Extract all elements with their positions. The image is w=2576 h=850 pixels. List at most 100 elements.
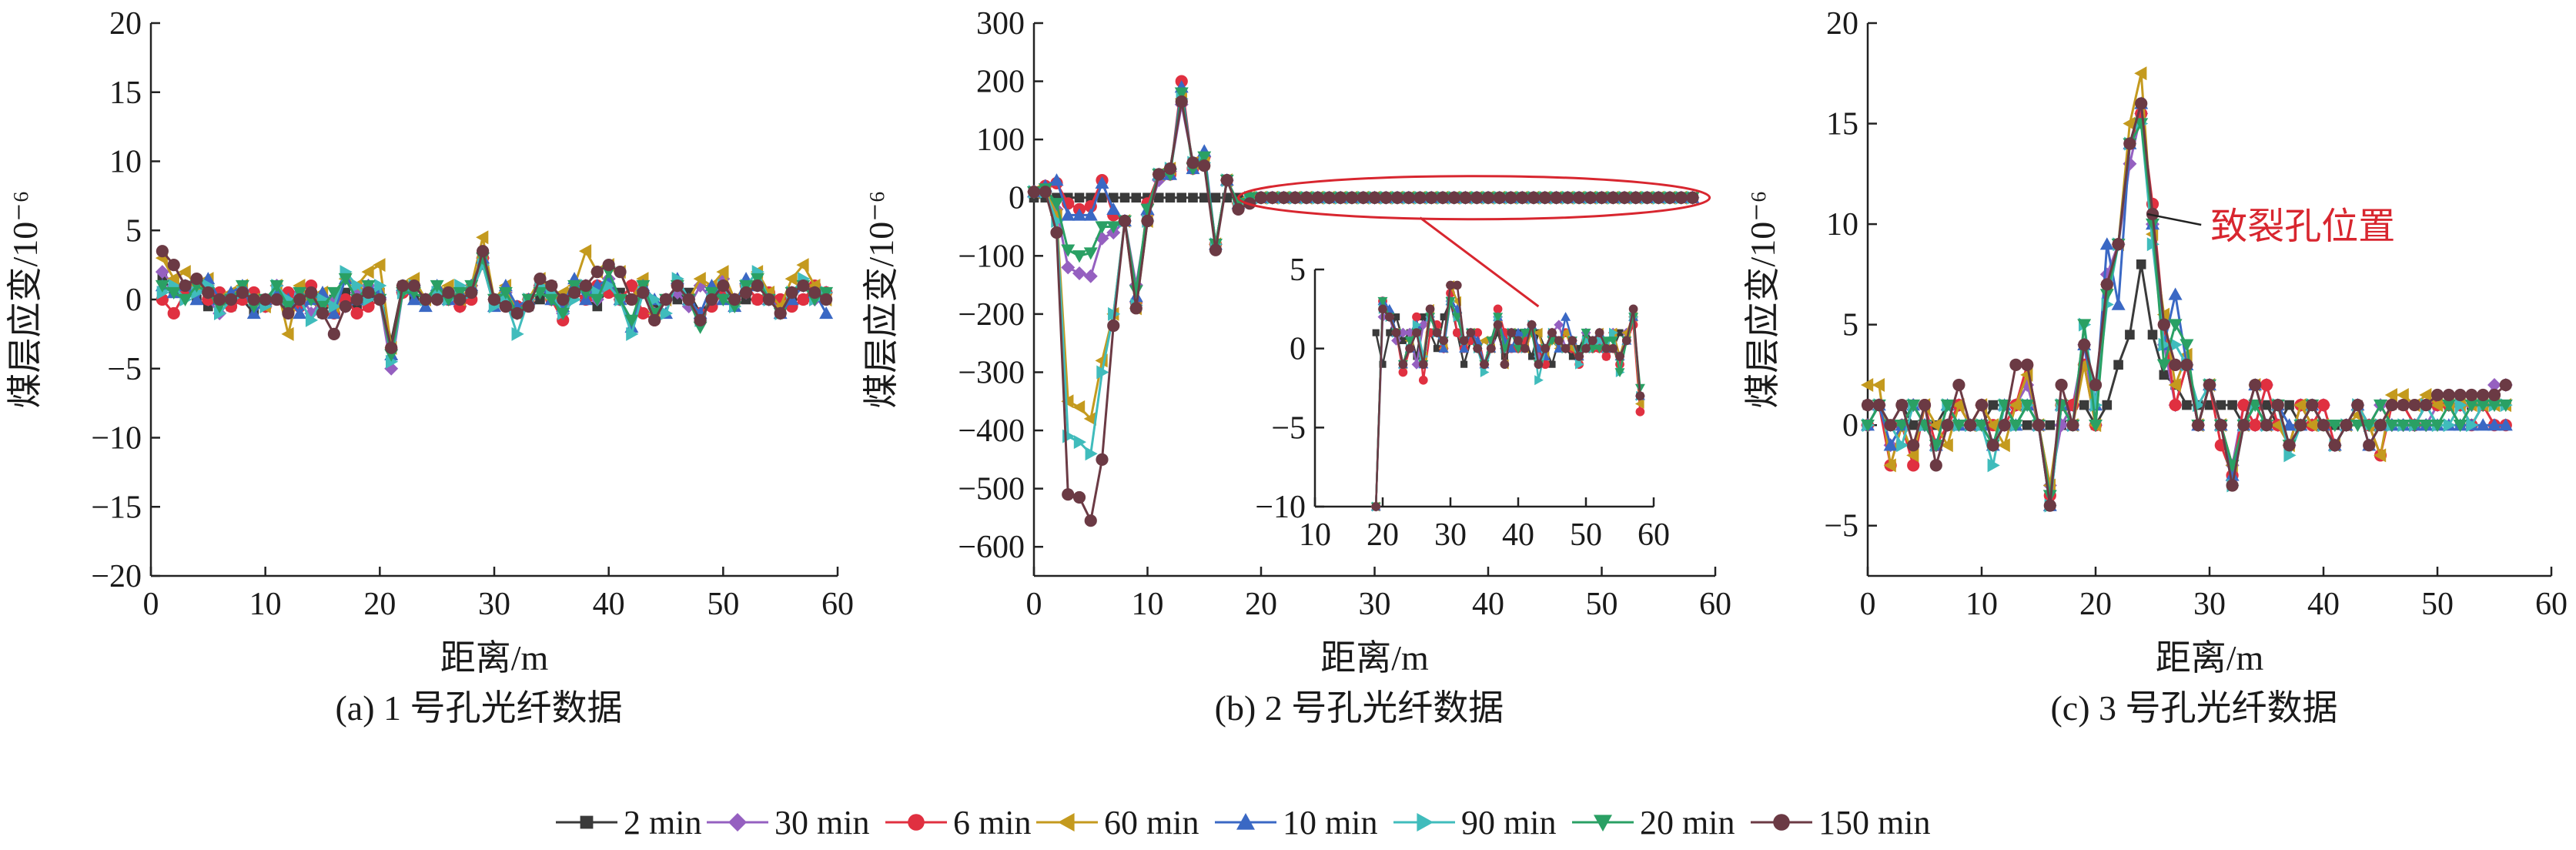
data-point [1618, 191, 1631, 204]
data-point [316, 306, 330, 320]
data-point [1907, 459, 1920, 472]
data-point [1323, 191, 1336, 204]
data-point [326, 306, 341, 320]
data-point [2099, 289, 2114, 302]
data-point [2249, 419, 2262, 432]
x-tick-label: 20 [2079, 587, 2112, 622]
data-point [2021, 358, 2034, 371]
data-point [2159, 370, 2170, 380]
data-point [1940, 438, 1953, 453]
series-line [1866, 119, 2506, 496]
data-point [2168, 377, 2181, 392]
data-point [2397, 398, 2410, 412]
data-point [1357, 191, 1370, 204]
data-point [1452, 280, 1462, 290]
data-point [1584, 191, 1597, 204]
data-point [1594, 328, 1604, 337]
data-point [1473, 328, 1483, 337]
data-point [1083, 269, 1098, 283]
y-tick-label: −200 [958, 297, 1025, 333]
series-60-min [1027, 92, 1698, 426]
data-point [1412, 328, 1421, 337]
y-tick-label: 0 [1290, 332, 1306, 367]
x-tick-label: 50 [2421, 587, 2454, 622]
data-point [1072, 266, 1086, 280]
panel-a: 0 10 20 30 40 50 60 −20 −15 −10 −5 0 5 10 15 20 距离/m 煤层应变… [5, 6, 854, 728]
data-point [1165, 192, 1176, 203]
data-point [350, 293, 363, 306]
panel-b: 0 10 20 30 40 50 60−600−500−400−300−200−100010… [861, 6, 1731, 728]
data-point [1595, 191, 1608, 204]
data-point [1470, 191, 1484, 204]
data-point [1096, 365, 1109, 380]
data-point [1199, 192, 1209, 203]
data-point [1438, 343, 1449, 353]
data-point [2227, 400, 2237, 410]
data-point [1997, 438, 2010, 453]
legend-item-30-min: 30 min [707, 804, 869, 842]
data-point [1987, 458, 2000, 473]
data-point [293, 293, 306, 306]
data-point [1918, 398, 1932, 412]
y-tick-label: 15 [1826, 107, 1858, 142]
data-point [1220, 173, 1233, 187]
data-point [2327, 419, 2342, 433]
legend-marker [728, 813, 747, 832]
data-point [2284, 400, 2294, 410]
y-tick-label: −5 [1824, 509, 1858, 544]
data-point [1500, 353, 1508, 360]
data-point [2009, 419, 2023, 433]
data-point [717, 279, 730, 293]
series-20-min [1370, 296, 1645, 512]
series-10-min [1861, 96, 2513, 511]
data-point [2134, 66, 2147, 81]
data-point [1073, 435, 1086, 450]
data-point [361, 265, 374, 279]
data-point [1587, 344, 1598, 354]
data-point [2454, 398, 2467, 413]
data-point [2408, 398, 2421, 412]
data-point [2135, 97, 2148, 110]
data-point [1986, 418, 1999, 433]
data-point [1083, 247, 1098, 260]
x-tick-label: 30 [1434, 517, 1467, 553]
data-point [189, 293, 204, 306]
data-point [1083, 411, 1096, 426]
data-point [2466, 418, 2479, 433]
data-point [2182, 400, 2192, 410]
data-point [2009, 358, 2022, 371]
data-point [1872, 398, 1885, 412]
data-point [1998, 419, 2011, 432]
data-point [1607, 336, 1618, 346]
data-point [1895, 398, 1909, 412]
data-point [1386, 329, 1393, 336]
data-point [214, 306, 227, 320]
data-point [2362, 419, 2377, 433]
data-point [1084, 514, 1097, 527]
data-point [751, 279, 764, 293]
data-point [1460, 360, 1468, 368]
data-point [1964, 419, 1977, 432]
data-point [487, 293, 501, 306]
legend-item-2-min: 2 min [556, 804, 701, 842]
data-point [1097, 192, 1107, 203]
data-point [1595, 335, 1605, 346]
x-tick-label: 20 [1367, 517, 1399, 553]
data-point [626, 326, 639, 341]
series-90-min [1372, 296, 1645, 512]
data-point [1883, 438, 1898, 451]
data-point [178, 265, 191, 279]
data-point [1377, 296, 1388, 306]
data-point [2430, 419, 2444, 433]
data-point [522, 300, 535, 313]
series-90-min [1862, 116, 2513, 513]
data-point [2487, 377, 2501, 392]
data-point [1378, 304, 1387, 314]
data-point [1884, 419, 1897, 432]
data-point [499, 300, 512, 313]
x-tick-label: 10 [1299, 517, 1331, 553]
data-point [202, 286, 215, 300]
data-point [373, 293, 386, 306]
panel-caption: (a) 1 号孔光纤数据 [335, 688, 622, 728]
data-point [1072, 208, 1086, 221]
